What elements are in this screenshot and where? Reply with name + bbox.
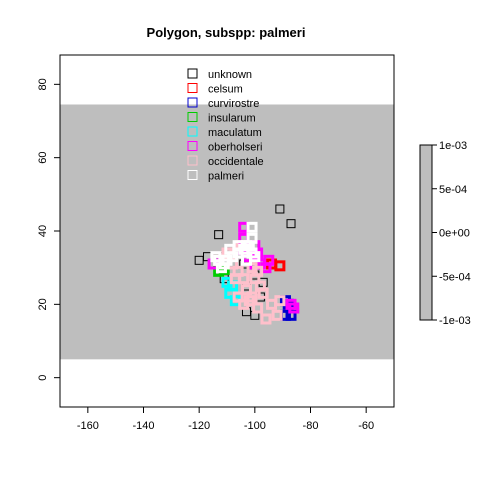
legend: unknown celsum curvirostre insularum maculat… xyxy=(187,68,264,183)
legend-label-insularum: insularum xyxy=(208,113,256,125)
point-unknown-4 xyxy=(194,255,204,265)
point-occidentale-9 xyxy=(274,295,286,307)
x-tick-label: -100 xyxy=(244,420,266,432)
point-occidentale-14 xyxy=(232,291,244,303)
legend-label-palmeri: palmeri xyxy=(208,171,244,183)
chart-title: Polygon, subspp: palmeri xyxy=(147,25,306,40)
point-occidentale-5 xyxy=(252,302,264,314)
x-tick-label: -60 xyxy=(358,420,374,432)
legend-swatch-unknown xyxy=(187,68,198,79)
point-occidentale-6 xyxy=(260,313,272,325)
colorbar-tick-label: -5e-04 xyxy=(439,271,471,283)
point-unknown-2 xyxy=(214,230,224,240)
point-occidentale-7 xyxy=(271,309,283,321)
point-oberholseri-12 xyxy=(288,302,300,314)
legend-label-unknown: unknown xyxy=(208,69,252,81)
plot-band-layer xyxy=(60,104,394,360)
legend-label-celsum: celsum xyxy=(208,84,243,96)
point-unknown-1 xyxy=(286,219,296,229)
legend-swatch-occidentale xyxy=(187,155,198,166)
raster-band xyxy=(60,104,394,360)
colorbar-tick-label: 5e-04 xyxy=(439,184,467,196)
point-palmeri-16 xyxy=(240,254,252,266)
x-tick-label: -140 xyxy=(132,420,154,432)
point-unknown-0 xyxy=(275,204,285,214)
legend-swatch-insularum xyxy=(187,112,198,122)
x-tick-label: -160 xyxy=(77,420,99,432)
legend-label-maculatum: maculatum xyxy=(208,127,262,139)
x-tick-label: -80 xyxy=(303,420,319,432)
colorbar-tick-label: 0e+00 xyxy=(439,228,470,240)
point-palmeri-0 xyxy=(246,221,258,233)
point-palmeri-13 xyxy=(240,240,252,252)
y-tick-label: 60 xyxy=(37,152,49,164)
legend-swatch-curvirostre xyxy=(187,97,198,108)
point-occidentale-19 xyxy=(246,291,258,303)
legend-swatch-maculatum xyxy=(187,126,198,137)
y-tick-label: 80 xyxy=(37,78,49,90)
legend-label-occidentale: occidentale xyxy=(208,156,264,168)
legend-swatch-oberholseri xyxy=(187,141,198,151)
colorbar: 1e-03 5e-04 0e+00 -5e-04 -1e-03 xyxy=(419,140,471,327)
point-occidentale-13 xyxy=(254,280,266,292)
colorbar-swatch xyxy=(419,144,433,321)
legend-label-oberholseri: oberholseri xyxy=(208,142,262,154)
colorbar-tick-label: -1e-03 xyxy=(439,315,471,327)
point-occidentale-3 xyxy=(240,284,252,296)
y-tick-label: 0 xyxy=(37,375,49,381)
point-occidentale-15 xyxy=(238,298,250,310)
y-axis: 0 20 40 60 80 xyxy=(37,78,61,381)
x-tick-label: -120 xyxy=(188,420,210,432)
y-tick-label: 20 xyxy=(37,298,49,310)
y-tick-label: 40 xyxy=(37,225,49,237)
legend-swatch-celsum xyxy=(187,83,198,93)
data-points-layer xyxy=(194,204,300,325)
x-axis: -160 -140 -120 -100 -80 -60 xyxy=(77,406,374,432)
point-occidentale-18 xyxy=(229,273,241,285)
point-palmeri-10 xyxy=(210,251,222,263)
colorbar-tick-label: 1e-03 xyxy=(439,140,467,152)
point-occidentale-21 xyxy=(252,265,264,277)
legend-label-curvirostre: curvirostre xyxy=(208,98,259,110)
legend-swatch-palmeri xyxy=(187,170,198,180)
